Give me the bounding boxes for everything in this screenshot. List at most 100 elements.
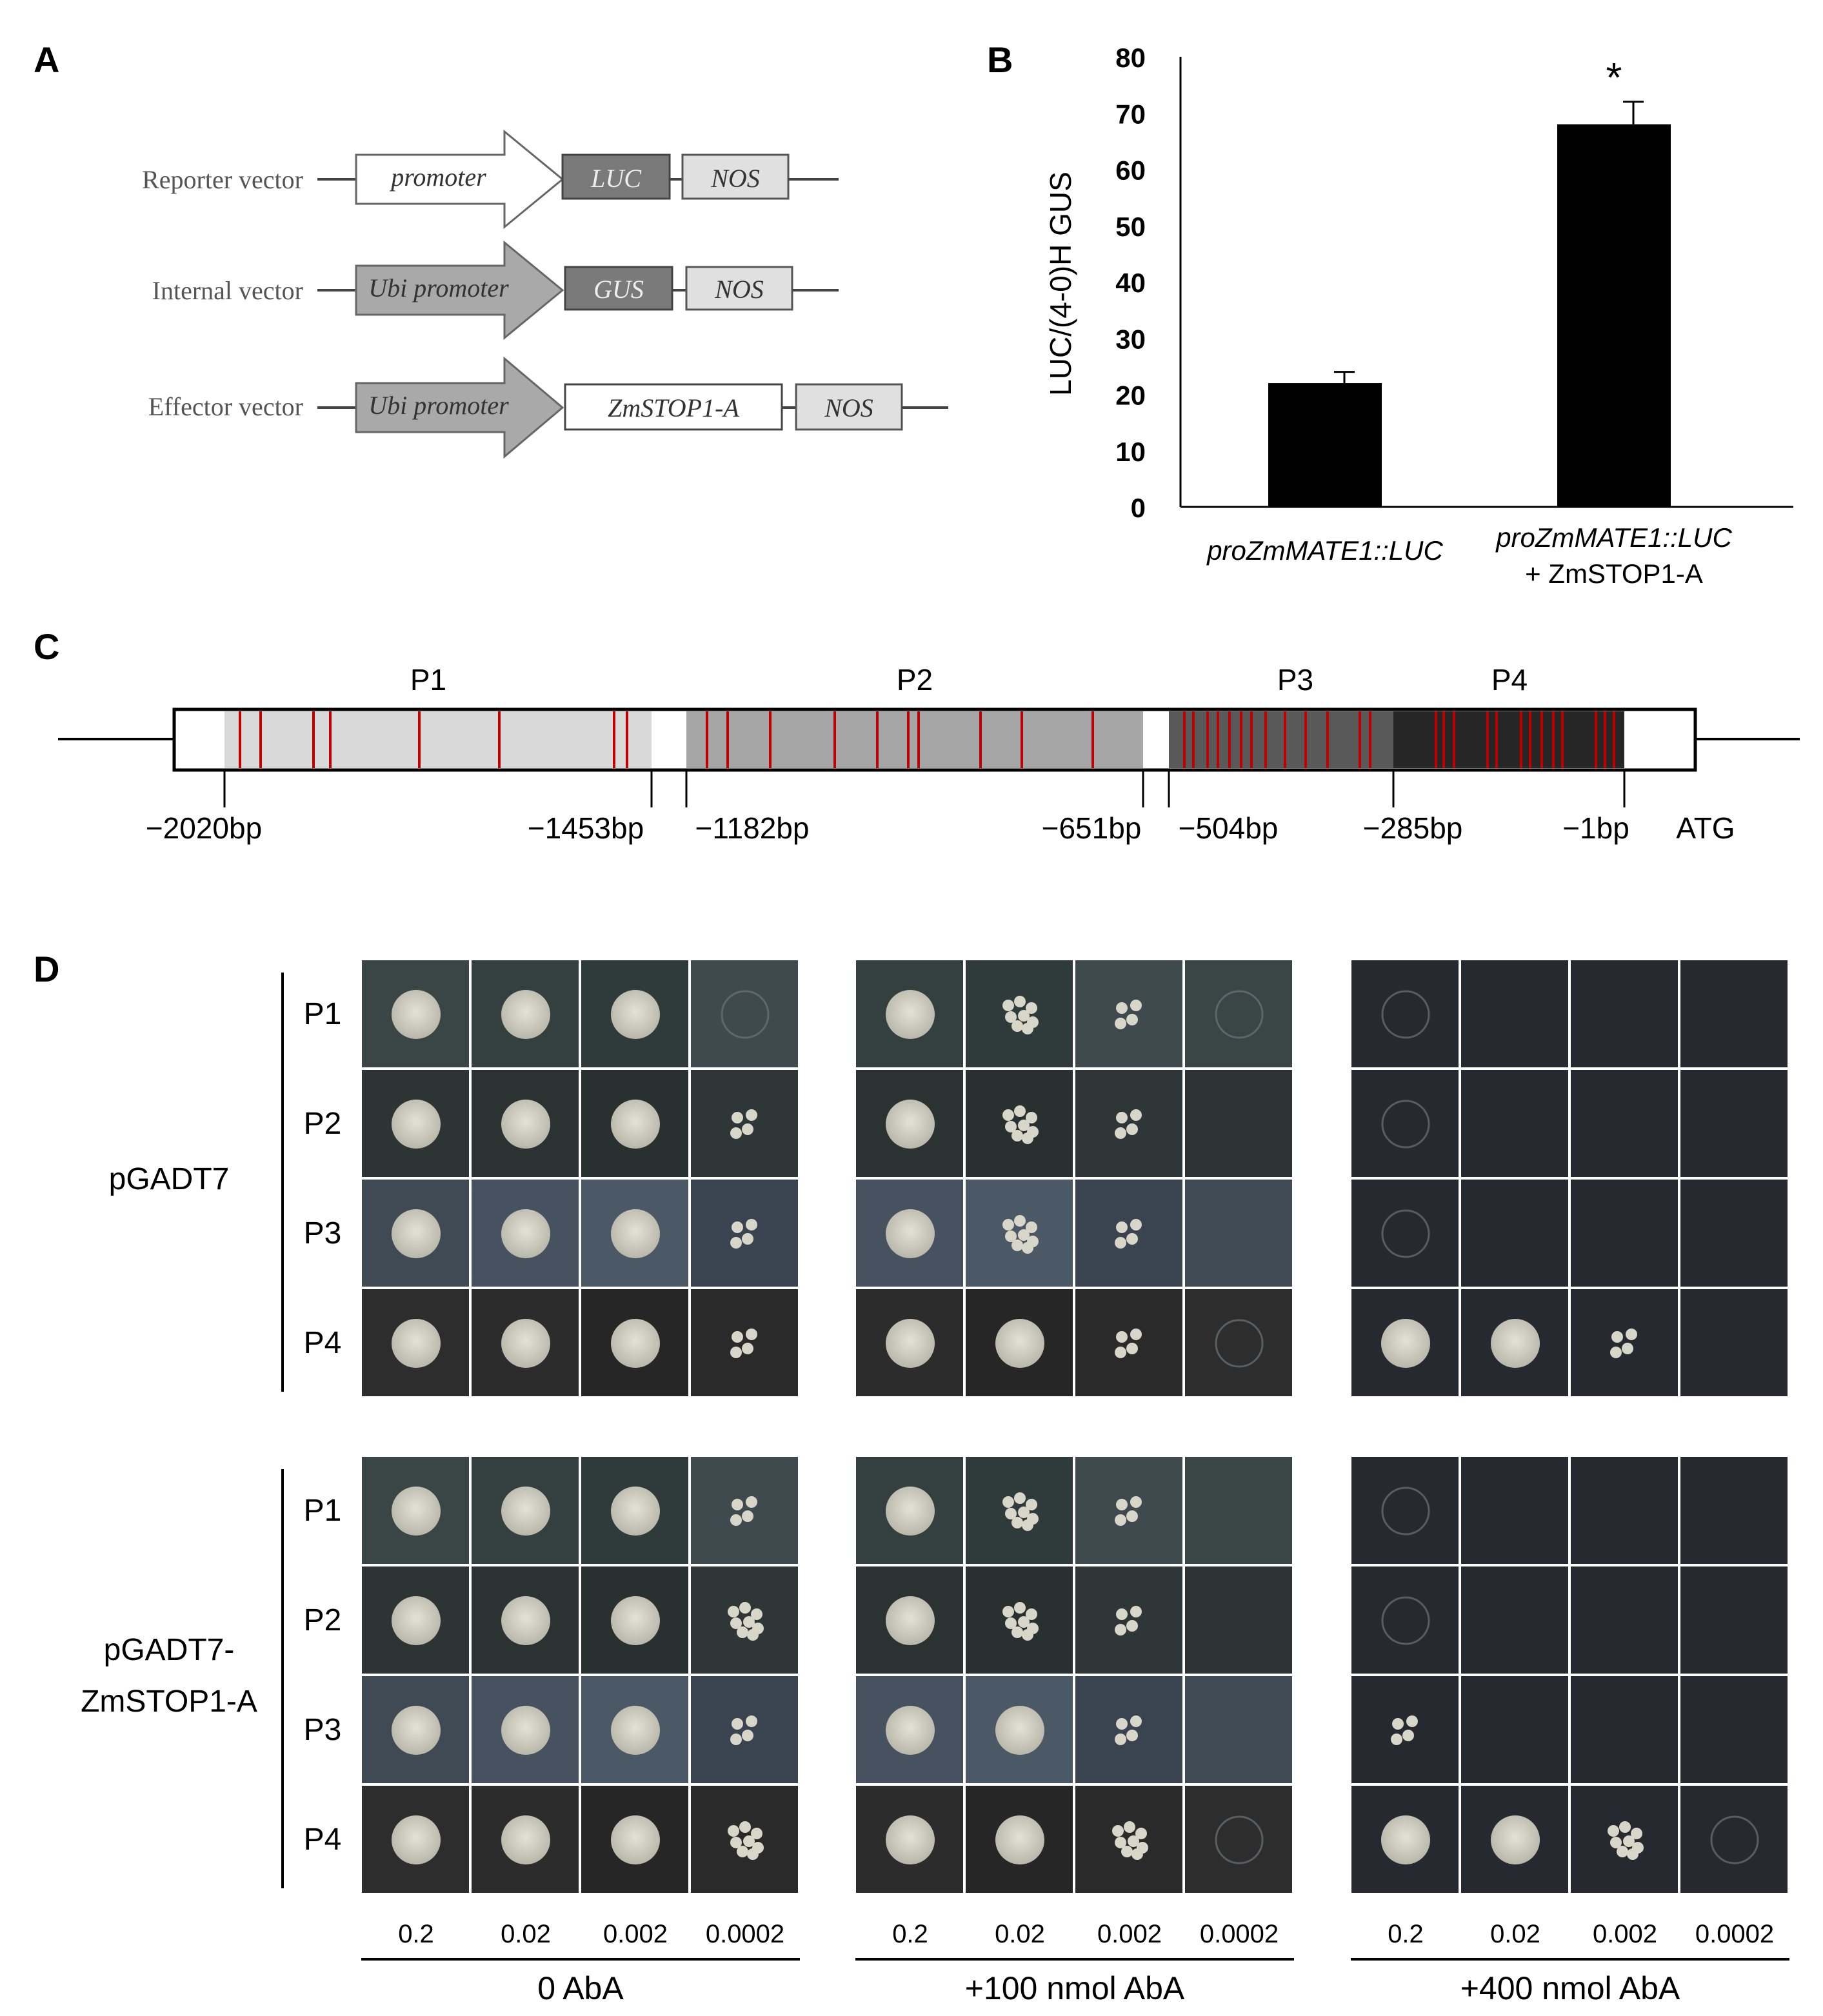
colony bbox=[1130, 1329, 1142, 1340]
position-label: −1182bp bbox=[695, 811, 810, 845]
plate-spot bbox=[1569, 959, 1679, 1069]
colony bbox=[1126, 1343, 1138, 1354]
plate-spot bbox=[1184, 1675, 1293, 1784]
colony bbox=[1018, 1507, 1030, 1518]
dilution-label: 0.2 bbox=[892, 1920, 928, 1948]
colony bbox=[1002, 1109, 1014, 1121]
colony-spot bbox=[995, 1319, 1044, 1368]
colony-spot bbox=[392, 990, 441, 1039]
colony bbox=[739, 1821, 751, 1833]
faint-spot bbox=[1381, 1100, 1430, 1149]
colony bbox=[737, 1846, 748, 1857]
colony bbox=[1022, 1132, 1033, 1144]
colony bbox=[739, 1602, 751, 1614]
plate-spot bbox=[1350, 1288, 1460, 1398]
promoter-label: promoter bbox=[389, 163, 486, 192]
plate-spot bbox=[1184, 1288, 1293, 1398]
colony bbox=[1026, 1608, 1037, 1620]
bar bbox=[1268, 383, 1382, 507]
colony bbox=[1115, 1127, 1126, 1139]
plate-spot bbox=[1350, 959, 1460, 1069]
colony-spot bbox=[611, 1815, 660, 1864]
colony bbox=[730, 1617, 742, 1629]
colony bbox=[1391, 1734, 1402, 1745]
colony bbox=[728, 1606, 739, 1617]
colony bbox=[1005, 1230, 1017, 1242]
faint-spot bbox=[1215, 1815, 1264, 1864]
colony bbox=[742, 1233, 753, 1245]
colony bbox=[1130, 1606, 1142, 1617]
colony bbox=[1130, 1715, 1142, 1727]
colony-spot bbox=[501, 1100, 550, 1149]
colony bbox=[1002, 1000, 1014, 1011]
promoter-label: Ubi promoter bbox=[368, 273, 509, 302]
plate-spot bbox=[1679, 1288, 1789, 1398]
colony-spot bbox=[886, 1487, 935, 1536]
plate-spot bbox=[470, 1288, 580, 1398]
colony bbox=[743, 1616, 755, 1628]
colony bbox=[1611, 1331, 1623, 1343]
colony bbox=[1124, 1821, 1135, 1833]
plate-spot bbox=[470, 1565, 580, 1675]
colony bbox=[1115, 1347, 1126, 1358]
plate-spot bbox=[1569, 1565, 1679, 1675]
condition-label: +100 nmol AbA bbox=[965, 1970, 1185, 2006]
y-tick-label: 40 bbox=[1115, 268, 1146, 298]
position-label: −504bp bbox=[1179, 811, 1279, 845]
colony bbox=[732, 1499, 743, 1510]
plate-spot bbox=[1569, 1456, 1679, 1565]
colony bbox=[1626, 1329, 1637, 1340]
colony bbox=[1026, 1002, 1037, 1014]
plate-spot bbox=[1350, 1069, 1460, 1178]
dilution-label: 0.002 bbox=[603, 1920, 668, 1948]
plate-spot bbox=[470, 1069, 580, 1178]
colony-spot bbox=[501, 990, 550, 1039]
colony-spot bbox=[611, 1487, 660, 1536]
position-label: −1453bp bbox=[528, 811, 644, 845]
colony bbox=[1112, 1825, 1124, 1837]
gene-box bbox=[561, 153, 671, 200]
plate-spot bbox=[690, 959, 799, 1069]
dilution-label: 0.0002 bbox=[706, 1920, 784, 1948]
y-tick-label: 80 bbox=[1115, 43, 1146, 73]
ubi-promoter-arrow bbox=[355, 240, 564, 341]
terminator-label: NOS bbox=[824, 393, 873, 422]
plate-spot bbox=[1074, 1288, 1184, 1398]
plate-spot bbox=[690, 1069, 799, 1178]
colony bbox=[1005, 1011, 1017, 1023]
plate-spot bbox=[964, 1069, 1074, 1178]
faint-spot bbox=[1215, 990, 1264, 1039]
plate-spot bbox=[1460, 1069, 1569, 1178]
plate-spot bbox=[690, 1178, 799, 1288]
plate-spot bbox=[964, 959, 1074, 1069]
plate-spot bbox=[1569, 1675, 1679, 1784]
plate-spot bbox=[1184, 1565, 1293, 1675]
fragment-label: P2 bbox=[897, 663, 933, 697]
plate-spot bbox=[1460, 1675, 1569, 1784]
plate-spot bbox=[1679, 1784, 1789, 1894]
colony bbox=[1126, 1510, 1138, 1522]
y-tick-label: 70 bbox=[1115, 99, 1146, 129]
colony bbox=[730, 1734, 742, 1745]
faint-spot bbox=[721, 990, 770, 1039]
colony bbox=[1005, 1508, 1017, 1519]
colony bbox=[1610, 1347, 1622, 1358]
y-tick-label: 30 bbox=[1115, 324, 1146, 354]
promoter-fragment-p2 bbox=[686, 711, 1143, 768]
colony bbox=[751, 1828, 762, 1839]
panel-label-c: C bbox=[34, 626, 59, 667]
colony-spot bbox=[995, 1706, 1044, 1755]
plate-spot bbox=[1460, 1456, 1569, 1565]
colony-spot bbox=[501, 1815, 550, 1864]
gene-label: LUC bbox=[590, 164, 642, 193]
plate-spot bbox=[580, 1288, 690, 1398]
colony bbox=[1402, 1730, 1414, 1741]
colony bbox=[1116, 1112, 1128, 1123]
vector-name: Reporter vector bbox=[142, 165, 303, 194]
colony bbox=[1115, 1237, 1126, 1249]
colony bbox=[732, 1718, 743, 1730]
colony bbox=[1115, 1018, 1126, 1029]
fragment-row-label: P2 bbox=[304, 1107, 342, 1141]
colony bbox=[743, 1835, 755, 1847]
